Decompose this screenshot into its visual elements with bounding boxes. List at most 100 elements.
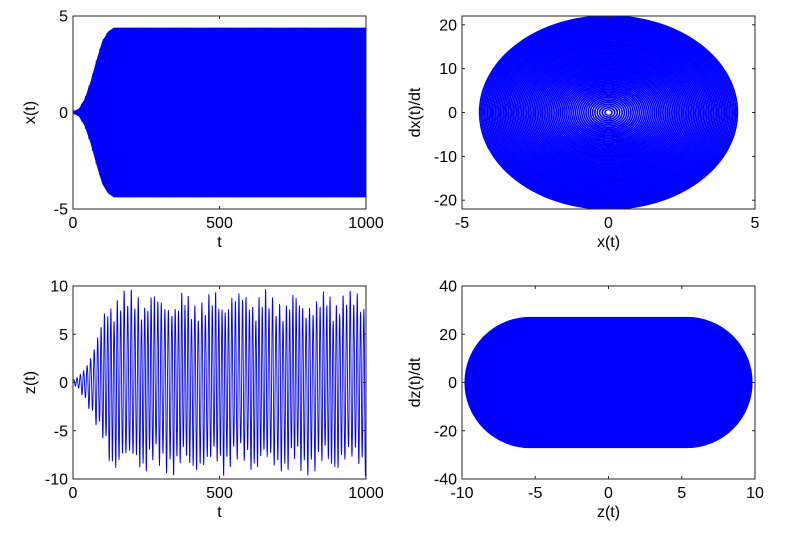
orbit-ring [494,27,723,198]
orbit-ring [543,63,674,162]
orbit-ring [546,66,671,159]
orbit-ring [485,19,732,206]
orbit-ring [553,71,664,154]
orbit-ring [519,45,698,180]
y-tick-label: 20 [439,327,457,344]
orbit-ring [499,30,718,195]
orbit-ring [510,39,707,186]
orbit-ring [489,23,728,202]
x-axis-label: z(t) [597,504,620,521]
y-tick-label: -5 [54,423,68,440]
data-layer [478,16,739,209]
y-tick-label: 10 [439,61,457,78]
orbit-ring [604,109,613,116]
orbit-ring [502,33,715,192]
orbit-ring [525,50,692,175]
y-tick-label: -10 [45,472,68,489]
y-tick-label: 0 [448,105,457,122]
y-axis-label: z(t) [22,371,39,394]
orbit-ring [567,81,650,144]
x-tick-label: 5 [751,215,760,232]
x-tick-label: 0 [604,485,613,502]
y-axis-label: dx(t)/dt [407,87,424,137]
orbit-ring [501,31,716,194]
y-axis-label: x(t) [22,101,39,124]
orbit-ring [587,96,630,129]
y-tick-label: -5 [54,202,68,219]
orbit-ring [568,82,649,143]
x-tick-label: 0 [604,215,613,232]
orbit-ring [601,107,616,119]
y-tick-label: 20 [439,17,457,34]
x-tick-label: 500 [206,485,233,502]
orbit-ring [491,24,726,201]
y-tick-label: -20 [434,193,457,210]
orbit-ring [544,64,673,161]
x-tick-label: 0 [69,215,78,232]
orbit-ring [507,36,710,189]
y-axis-label: dz(t)/dt [407,357,424,407]
orbit-ring [496,28,721,197]
orbit-ring [550,68,667,157]
orbit-ring [596,103,621,122]
orbit-ring [578,90,639,135]
x-axis-label: t [217,234,222,251]
y-tick-label: -40 [434,472,457,489]
orbit-ring [580,91,637,134]
x-tick-label: 0 [69,485,78,502]
y-tick-label: -20 [434,423,457,440]
orbit-ring [537,59,680,166]
orbit-ring [555,72,662,153]
orbit-ring [574,87,643,138]
orbit-ring [527,51,690,174]
phase-region [464,316,753,449]
orbit-ring [483,18,734,207]
orbit-ring [522,47,695,178]
orbit-ring [504,34,713,191]
series-line [73,289,366,477]
orbit-ring [509,37,708,188]
orbit-ring [539,60,678,165]
y-tick-label: 0 [59,375,68,392]
data-layer [73,289,366,477]
orbit-ring [493,25,724,200]
origin-point [606,110,611,115]
orbit-ring [559,75,658,150]
orbit-ring [505,35,712,190]
y-tick-label: 40 [439,279,457,296]
orbit-ring [512,40,705,185]
panel-phase-x: -5 0 5 -20 -10 0 10 20 x(t) dx(t)/dt [407,15,760,251]
y-tick-label: -10 [434,149,457,166]
orbit-ring [524,49,693,176]
y-tick-label: 5 [59,9,68,26]
orbit-ring [594,101,623,124]
orbit-ring [591,99,626,126]
x-tick-label: 1000 [348,215,384,232]
x-tick-label: 10 [746,485,764,502]
orbit-ring [486,21,731,204]
orbit-ring [536,58,681,167]
orbit-ring [570,84,647,141]
y-tick-label: 0 [59,105,68,122]
data-layer [464,316,753,449]
x-tick-label: -5 [528,485,542,502]
orbit-ring [532,55,685,170]
orbit-ring [515,42,702,183]
orbit-ring [552,70,665,155]
panel-phase-z: -10 -5 0 5 10 -40 -20 0 20 40 z(t) dz(t)/dt [407,279,764,522]
orbit-ring [488,22,729,203]
orbit-ring [563,78,654,147]
x-tick-label: -10 [450,485,473,502]
orbit-ring [589,98,628,127]
orbit-ring [534,56,683,169]
data-layer [73,27,366,198]
y-tick-label: 10 [50,279,68,296]
orbit-ring [478,16,739,209]
y-tick-label: 5 [59,327,68,344]
orbit-ring [585,94,632,131]
orbit-ring [548,67,669,158]
orbit-ring [572,85,645,140]
orbit-ring [583,93,634,132]
orbit-ring [541,62,676,163]
